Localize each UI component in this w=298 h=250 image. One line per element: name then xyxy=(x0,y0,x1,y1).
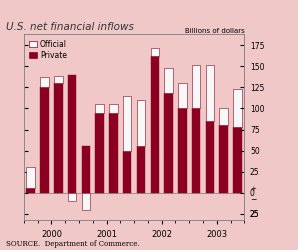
Text: Billions of dollars: Billions of dollars xyxy=(184,28,244,34)
Text: SOURCE.  Department of Commerce.: SOURCE. Department of Commerce. xyxy=(6,240,139,248)
Text: 150: 150 xyxy=(250,62,264,72)
Bar xyxy=(109,105,118,113)
Bar xyxy=(178,109,187,193)
Bar xyxy=(164,94,173,193)
Bar xyxy=(109,113,118,193)
Bar xyxy=(150,57,159,193)
Bar xyxy=(137,147,145,193)
Bar xyxy=(68,75,76,193)
Bar xyxy=(40,88,49,193)
Legend: Official, Private: Official, Private xyxy=(28,39,69,62)
Bar xyxy=(95,113,104,193)
Bar xyxy=(206,122,214,193)
Bar xyxy=(164,69,173,94)
Text: 25: 25 xyxy=(250,210,260,218)
Bar xyxy=(82,147,90,193)
Bar xyxy=(137,100,145,147)
Bar xyxy=(178,84,187,109)
Bar xyxy=(95,105,104,113)
Bar xyxy=(82,193,90,210)
Bar xyxy=(123,151,131,193)
Text: 50: 50 xyxy=(250,146,260,156)
Bar xyxy=(233,90,242,128)
Text: 25: 25 xyxy=(250,210,260,218)
Bar xyxy=(192,109,200,193)
Text: 25: 25 xyxy=(250,168,260,176)
Bar xyxy=(27,188,35,193)
Bar xyxy=(54,84,63,193)
Text: 175: 175 xyxy=(250,42,264,50)
Bar xyxy=(206,65,214,122)
Bar xyxy=(219,109,228,126)
Text: 125: 125 xyxy=(250,84,264,92)
Bar xyxy=(150,48,159,57)
Bar xyxy=(233,128,242,193)
Bar xyxy=(40,78,49,88)
Bar xyxy=(219,126,228,193)
Text: −: − xyxy=(250,194,256,203)
Text: 100: 100 xyxy=(250,104,264,114)
Bar xyxy=(54,77,63,84)
Bar xyxy=(192,65,200,109)
Text: 75: 75 xyxy=(250,126,260,134)
Text: 0: 0 xyxy=(250,188,255,198)
Text: +: + xyxy=(250,185,256,191)
Text: U.S. net financial inflows: U.S. net financial inflows xyxy=(6,22,134,32)
Bar xyxy=(68,193,76,202)
Bar xyxy=(123,96,131,151)
Bar xyxy=(27,167,35,188)
